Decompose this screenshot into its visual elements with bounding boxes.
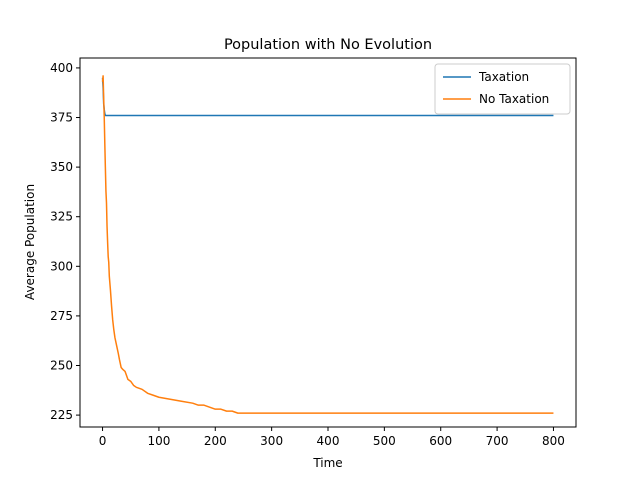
legend-label: No Taxation: [479, 92, 549, 106]
x-tick-label: 400: [317, 434, 340, 448]
y-tick-label: 375: [50, 111, 73, 125]
y-tick-label: 400: [50, 61, 73, 75]
x-tick-label: 800: [542, 434, 565, 448]
x-tick-label: 200: [204, 434, 227, 448]
legend-label: Taxation: [478, 70, 529, 84]
x-tick-label: 700: [486, 434, 509, 448]
x-axis-title: Time: [312, 456, 342, 470]
y-axis-title: Average Population: [23, 184, 37, 300]
y-tick-label: 250: [50, 359, 73, 373]
y-tick-label: 325: [50, 210, 73, 224]
y-tick-label: 225: [50, 408, 73, 422]
x-tick-label: 100: [147, 434, 170, 448]
legend: Taxation No Taxation: [434, 63, 571, 115]
x-tick-label: 600: [429, 434, 452, 448]
plot-series: [101, 75, 554, 414]
x-tick-label: 300: [260, 434, 283, 448]
x-tick-label: 0: [99, 434, 107, 448]
y-axis: 225 250 275 300 325 350 375 400: [50, 61, 80, 422]
y-tick-label: 350: [50, 160, 73, 174]
y-tick-label: 300: [50, 259, 73, 273]
x-tick-label: 500: [373, 434, 396, 448]
series-line-no-taxation: [101, 75, 554, 414]
y-tick-label: 275: [50, 309, 73, 323]
x-axis: 0 100 200 300 400 500 600 700 800: [99, 427, 565, 448]
chart-title: Population with No Evolution: [224, 37, 432, 53]
